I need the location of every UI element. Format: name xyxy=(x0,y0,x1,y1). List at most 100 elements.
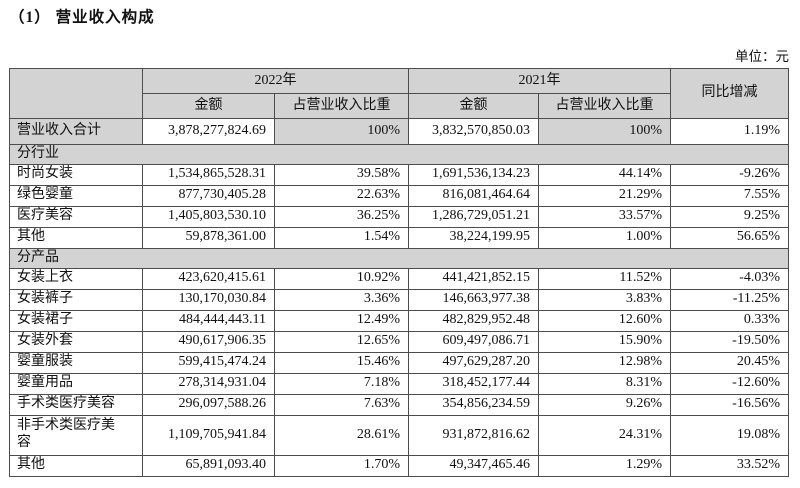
yoy-cell: -9.26% xyxy=(670,163,789,186)
ratio-2021-cell: 1.00% xyxy=(538,226,671,249)
table-row: 婴童用品 278,314,931.04 7.18% 318,452,177.44… xyxy=(9,372,789,395)
revenue-composition-table: 2022年 2021年 同比增减 金额 占营业收入比重 金额 占营业收入比重 营… xyxy=(9,68,789,477)
yoy-cell: 33.52% xyxy=(670,454,789,477)
yoy-cell: 56.65% xyxy=(670,226,789,249)
row-label: 医疗美容 xyxy=(9,205,143,228)
amount-2022-cell: 490,617,906.35 xyxy=(142,330,275,353)
section-row-by-industry: 分行业 xyxy=(9,144,789,165)
row-label: 非手术类医疗美容 xyxy=(9,414,143,456)
yoy-cell: 1.19% xyxy=(670,118,789,145)
amount-2022-cell: 1,109,705,941.84 xyxy=(142,414,275,456)
col-header-amount-2022: 金额 xyxy=(142,93,275,119)
amount-2022-cell: 65,891,093.40 xyxy=(142,454,275,477)
ratio-2021-cell: 1.29% xyxy=(538,454,671,477)
amount-2022-cell: 423,620,415.61 xyxy=(142,267,275,290)
row-label: 时尚女装 xyxy=(9,163,143,186)
ratio-2021-cell: 15.90% xyxy=(538,330,671,353)
ratio-2021-cell: 11.52% xyxy=(538,267,671,290)
yoy-cell: -16.56% xyxy=(670,393,789,416)
section-row-by-product: 分产品 xyxy=(9,247,789,269)
ratio-2022-cell: 15.46% xyxy=(274,351,409,374)
yoy-cell: -11.25% xyxy=(670,288,789,311)
ratio-2022-cell: 7.63% xyxy=(274,393,409,416)
yoy-cell: 9.25% xyxy=(670,205,789,228)
amount-2021-cell: 609,497,086.71 xyxy=(408,330,539,353)
ratio-2021-cell: 3.83% xyxy=(538,288,671,311)
document-page: （1） 营业收入构成 单位：元 2022年 2021年 同比增减 金额 占营业收… xyxy=(9,9,789,477)
table-row: 绿色婴童 877,730,405.28 22.63% 816,081,464.6… xyxy=(9,184,789,207)
yoy-cell: -12.60% xyxy=(670,372,789,395)
ratio-2022-cell: 28.61% xyxy=(274,414,409,456)
corner-cell xyxy=(9,68,143,119)
amount-2022-cell: 59,878,361.00 xyxy=(142,226,275,249)
section-label: 分行业 xyxy=(9,144,789,165)
table-row-total: 营业收入合计 3,878,277,824.69 100% 3,832,570,8… xyxy=(9,118,789,145)
table-row: 女装裤子 130,170,030.84 3.36% 146,663,977.38… xyxy=(9,288,789,311)
ratio-2021-cell: 24.31% xyxy=(538,414,671,456)
col-header-ratio-2022: 占营业收入比重 xyxy=(274,93,409,119)
yoy-cell: 19.08% xyxy=(670,414,789,456)
ratio-2021-cell: 12.60% xyxy=(538,309,671,332)
ratio-2021-cell: 8.31% xyxy=(538,372,671,395)
amount-2021-cell: 931,872,816.62 xyxy=(408,414,539,456)
col-header-2021: 2021年 xyxy=(408,68,671,94)
table-row: 婴童服装 599,415,474.24 15.46% 497,629,287.2… xyxy=(9,351,789,374)
table-row: 时尚女装 1,534,865,528.31 39.58% 1,691,536,1… xyxy=(9,163,789,186)
table-row: 女装裙子 484,444,443.11 12.49% 482,829,952.4… xyxy=(9,309,789,332)
row-label: 婴童服装 xyxy=(9,351,143,374)
yoy-cell: 7.55% xyxy=(670,184,789,207)
row-label: 营业收入合计 xyxy=(9,118,143,145)
col-header-yoy: 同比增减 xyxy=(670,68,789,119)
amount-2022-cell: 599,415,474.24 xyxy=(142,351,275,374)
row-label: 女装裙子 xyxy=(9,309,143,332)
unit-label: 单位：元 xyxy=(735,49,789,64)
amount-2022-cell: 877,730,405.28 xyxy=(142,184,275,207)
amount-2021-cell: 3,832,570,850.03 xyxy=(408,118,539,145)
amount-2021-cell: 482,829,952.48 xyxy=(408,309,539,332)
amount-2021-cell: 497,629,287.20 xyxy=(408,351,539,374)
table-row: 其他 65,891,093.40 1.70% 49,347,465.46 1.2… xyxy=(9,454,789,477)
yoy-cell: -4.03% xyxy=(670,267,789,290)
amount-2021-cell: 146,663,977.38 xyxy=(408,288,539,311)
ratio-2022-cell: 39.58% xyxy=(274,163,409,186)
row-label: 婴童用品 xyxy=(9,372,143,395)
ratio-2021-cell: 12.98% xyxy=(538,351,671,374)
page-title: （1） 营业收入构成 xyxy=(9,9,155,26)
ratio-2022-cell: 1.54% xyxy=(274,226,409,249)
ratio-2021-cell: 33.57% xyxy=(538,205,671,228)
row-label: 其他 xyxy=(9,226,143,249)
amount-2022-cell: 130,170,030.84 xyxy=(142,288,275,311)
row-label: 女装外套 xyxy=(9,330,143,353)
amount-2022-cell: 296,097,588.26 xyxy=(142,393,275,416)
row-label: 其他 xyxy=(9,454,143,477)
ratio-2022-cell: 12.49% xyxy=(274,309,409,332)
amount-2021-cell: 441,421,852.15 xyxy=(408,267,539,290)
row-label: 女装裤子 xyxy=(9,288,143,311)
amount-2021-cell: 816,081,464.64 xyxy=(408,184,539,207)
row-label: 绿色婴童 xyxy=(9,184,143,207)
row-label: 女装上衣 xyxy=(9,267,143,290)
amount-2021-cell: 318,452,177.44 xyxy=(408,372,539,395)
col-header-2022: 2022年 xyxy=(142,68,409,94)
amount-2022-cell: 3,878,277,824.69 xyxy=(142,118,275,145)
ratio-2022-cell: 10.92% xyxy=(274,267,409,290)
amount-2022-cell: 1,405,803,530.10 xyxy=(142,205,275,228)
row-label: 手术类医疗美容 xyxy=(9,393,143,416)
col-header-amount-2021: 金额 xyxy=(408,93,539,119)
amount-2022-cell: 484,444,443.11 xyxy=(142,309,275,332)
ratio-2022-cell: 36.25% xyxy=(274,205,409,228)
amount-2021-cell: 354,856,234.59 xyxy=(408,393,539,416)
amount-2021-cell: 38,224,199.95 xyxy=(408,226,539,249)
table-row: 非手术类医疗美容 1,109,705,941.84 28.61% 931,872… xyxy=(9,414,789,456)
yoy-cell: -19.50% xyxy=(670,330,789,353)
table-row: 其他 59,878,361.00 1.54% 38,224,199.95 1.0… xyxy=(9,226,789,249)
header-row-measures: 金额 占营业收入比重 金额 占营业收入比重 xyxy=(10,93,789,119)
table-row: 女装上衣 423,620,415.61 10.92% 441,421,852.1… xyxy=(9,267,789,290)
ratio-2022-cell: 7.18% xyxy=(274,372,409,395)
table-row: 手术类医疗美容 296,097,588.26 7.63% 354,856,234… xyxy=(9,393,789,416)
ratio-2021-cell: 44.14% xyxy=(538,163,671,186)
amount-2021-cell: 1,286,729,051.21 xyxy=(408,205,539,228)
amount-2021-cell: 49,347,465.46 xyxy=(408,454,539,477)
amount-2022-cell: 278,314,931.04 xyxy=(142,372,275,395)
section-label: 分产品 xyxy=(9,247,789,269)
